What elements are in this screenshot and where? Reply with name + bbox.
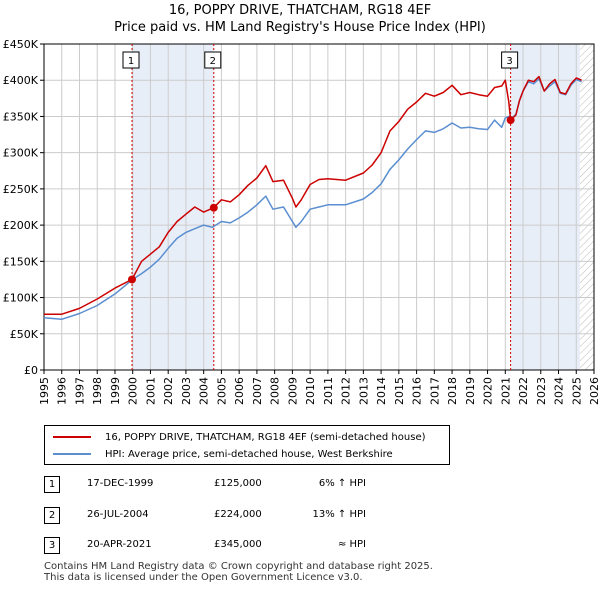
footer-copyright: Contains HM Land Registry data © Crown c… xyxy=(44,561,433,572)
transaction-row: 3 20-APR-2021 £345,000 ≈ HPI xyxy=(44,537,444,555)
x-tick-label: 2008 xyxy=(269,377,282,405)
chart-title: 16, POPPY DRIVE, THATCHAM, RG18 4EF xyxy=(168,3,432,18)
property-series-line xyxy=(44,75,582,315)
x-tick-label: 2022 xyxy=(517,377,530,405)
x-tick-label: 2003 xyxy=(180,377,193,405)
transaction-price: £125,000 xyxy=(214,478,262,489)
transaction-hpi: ≈ HPI xyxy=(337,539,366,550)
x-tick-label: 2026 xyxy=(588,377,600,405)
x-tick-label: 1997 xyxy=(73,377,86,405)
x-tick-label: 1998 xyxy=(91,377,104,405)
future-hatch xyxy=(579,44,594,370)
sale-point xyxy=(209,203,218,212)
y-tick-label: £50K xyxy=(10,328,39,341)
transaction-price: £224,000 xyxy=(214,509,262,520)
legend-swatch-hpi xyxy=(53,453,91,455)
sale-marker-label: 1 xyxy=(128,56,134,67)
y-tick-label: £150K xyxy=(3,255,39,268)
transaction-date: 26-JUL-2004 xyxy=(87,509,149,520)
transaction-date: 20-APR-2021 xyxy=(87,539,152,550)
transaction-row: 1 17-DEC-1999 £125,000 6% ↑ HPI xyxy=(44,476,444,494)
shaded-range xyxy=(510,44,580,370)
x-tick-label: 2019 xyxy=(464,377,477,405)
y-tick-label: £450K xyxy=(3,38,39,51)
x-tick-label: 2023 xyxy=(535,377,548,405)
x-tick-label: 2020 xyxy=(482,377,495,405)
sale-marker-box xyxy=(122,51,140,69)
transaction-price: £345,000 xyxy=(214,539,262,550)
chart-legend: 16, POPPY DRIVE, THATCHAM, RG18 4EF (sem… xyxy=(44,425,450,465)
x-tick-label: 2014 xyxy=(375,377,388,405)
x-tick-label: 1999 xyxy=(109,377,122,405)
sale-marker-label: 3 xyxy=(506,56,512,67)
legend-swatch-property xyxy=(53,436,91,438)
x-tick-label: 2000 xyxy=(127,377,140,405)
chart-subtitle: Price paid vs. HM Land Registry's House … xyxy=(114,20,486,35)
transaction-number: 2 xyxy=(44,507,60,524)
x-tick-label: 2021 xyxy=(499,377,512,405)
y-tick-label: £250K xyxy=(3,183,39,196)
transaction-row: 2 26-JUL-2004 £224,000 13% ↑ HPI xyxy=(44,507,444,525)
x-tick-label: 2017 xyxy=(428,377,441,405)
x-tick-label: 2006 xyxy=(233,377,246,405)
x-tick-label: 2012 xyxy=(340,377,353,405)
legend-item-property: 16, POPPY DRIVE, THATCHAM, RG18 4EF (sem… xyxy=(53,429,426,445)
y-tick-label: £200K xyxy=(3,219,39,232)
x-tick-label: 1995 xyxy=(38,377,51,405)
y-tick-label: £350K xyxy=(3,110,39,123)
y-tick-label: £100K xyxy=(3,292,39,305)
transaction-hpi: 6% ↑ HPI xyxy=(318,478,366,489)
sale-marker-box xyxy=(204,51,222,69)
shaded-range xyxy=(132,44,214,370)
sale-marker-label: 2 xyxy=(210,56,216,67)
x-tick-label: 2024 xyxy=(553,377,566,405)
x-tick-label: 2005 xyxy=(215,377,228,405)
x-tick-label: 2015 xyxy=(393,377,406,405)
legend-label-hpi: HPI: Average price, semi-detached house,… xyxy=(105,448,393,460)
x-tick-label: 2011 xyxy=(322,377,335,405)
x-tick-label: 2007 xyxy=(251,377,264,405)
x-tick-label: 2001 xyxy=(144,377,157,405)
transaction-number: 3 xyxy=(44,537,60,554)
y-tick-label: £0 xyxy=(24,364,38,377)
x-tick-label: 2013 xyxy=(357,377,370,405)
transaction-hpi: 13% ↑ HPI xyxy=(312,509,366,520)
y-tick-label: £300K xyxy=(3,147,39,160)
sale-point xyxy=(128,275,136,284)
x-tick-label: 2010 xyxy=(304,377,317,405)
x-tick-label: 2009 xyxy=(286,377,299,405)
transaction-number: 1 xyxy=(44,476,60,493)
y-tick-label: £400K xyxy=(3,74,39,87)
x-tick-label: 2025 xyxy=(570,377,583,405)
x-tick-label: 2002 xyxy=(162,377,175,405)
sale-point xyxy=(506,116,515,125)
x-tick-label: 2004 xyxy=(198,377,211,405)
transaction-date: 17-DEC-1999 xyxy=(87,478,154,489)
plot-frame xyxy=(43,43,595,371)
legend-item-hpi: HPI: Average price, semi-detached house,… xyxy=(53,446,393,462)
price-chart: £0 £50K £100K £150K £200K £250K £300K £350K £400… xyxy=(3,38,600,405)
x-tick-label: 1996 xyxy=(56,377,69,405)
legend-label-property: 16, POPPY DRIVE, THATCHAM, RG18 4EF (sem… xyxy=(105,431,426,443)
x-tick-label: 2016 xyxy=(411,377,424,405)
footer-licence: This data is licensed under the Open Gov… xyxy=(44,572,363,583)
sale-marker-box xyxy=(501,51,519,69)
x-tick-label: 2018 xyxy=(446,377,459,405)
footer: Contains HM Land Registry data © Crown c… xyxy=(44,561,433,583)
